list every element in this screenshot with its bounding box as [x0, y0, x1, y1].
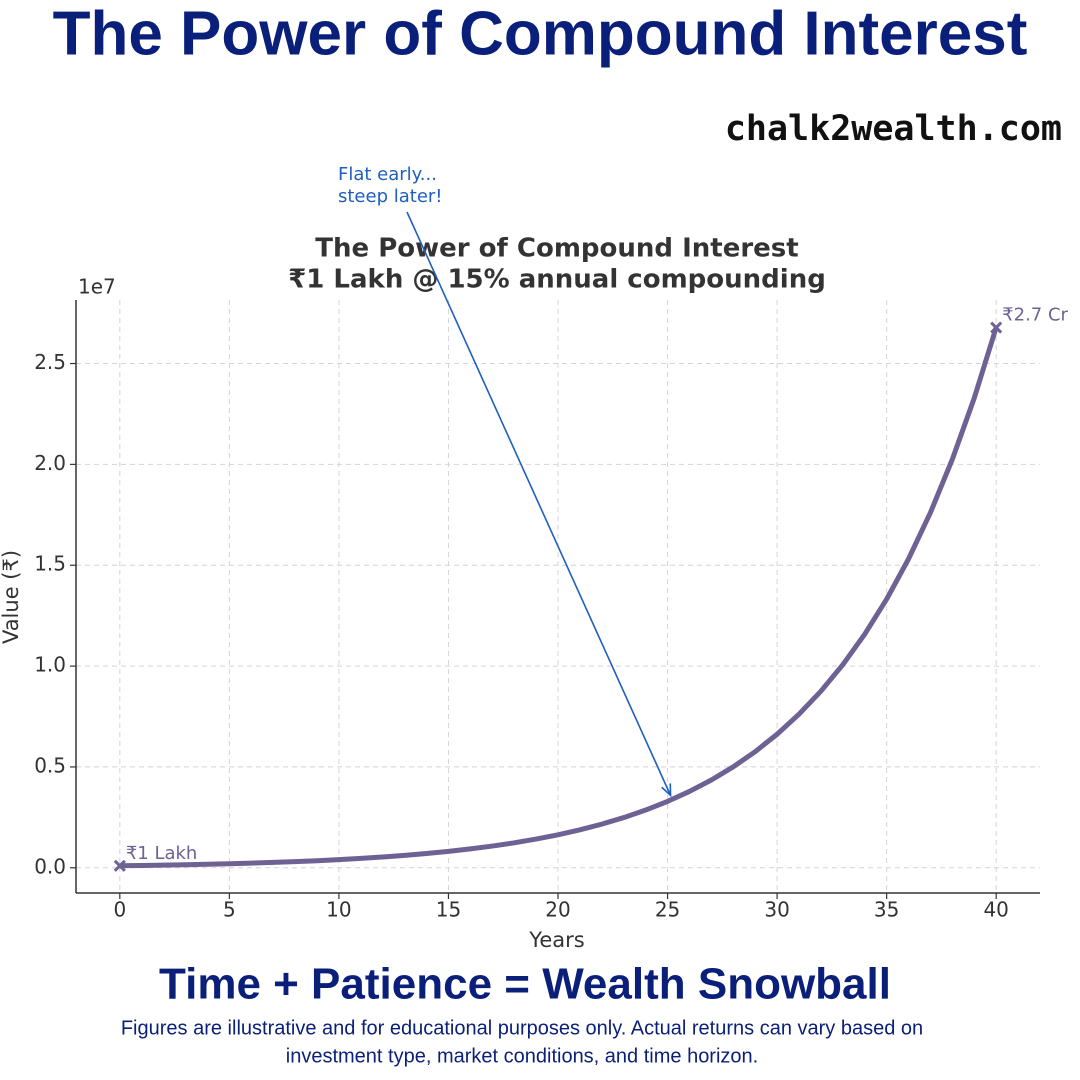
- plot-area: 0 5 10 15 20 25 30 35 40 0.0 0.5 1.0 1.5 2.0 2.5 ₹1 Lak…: [34, 164, 1068, 922]
- page-title: The Power of Compound Interest: [53, 0, 1028, 68]
- tagline: Time + Patience = Wealth Snowball: [159, 960, 891, 1009]
- point-label: ₹1 Lakh: [126, 843, 198, 864]
- y-axis-label: Value (₹): [0, 550, 23, 644]
- y-tick-label: 1.5: [34, 552, 66, 576]
- disclaimer: Figures are illustrative and for educati…: [121, 1017, 923, 1039]
- y-tick-label: 1.0: [34, 653, 66, 677]
- axis-offset: 1e7: [78, 275, 116, 299]
- y-tick-label: 0.5: [34, 753, 66, 777]
- x-tick-label: 25: [655, 898, 680, 922]
- x-tick-label: 5: [223, 898, 236, 922]
- x-tick-label: 30: [764, 898, 789, 922]
- data-line: [119, 326, 999, 869]
- annotation-text: steep later!: [338, 186, 443, 207]
- arrow-head: [661, 783, 672, 798]
- y-tick-label: 0.0: [34, 854, 66, 878]
- x-tick-label: 20: [545, 898, 570, 922]
- x-axis-label: Years: [528, 928, 584, 952]
- point-marker: [990, 321, 1003, 334]
- site-name: chalk2wealth.com: [725, 109, 1062, 149]
- x-tick-label: 40: [983, 898, 1008, 922]
- chart-subtitle: ₹1 Lakh @ 15% annual compounding: [288, 265, 826, 295]
- y-tick-label: 2.5: [34, 350, 66, 374]
- point-marker: [113, 859, 126, 872]
- x-tick-label: 15: [436, 898, 461, 922]
- x-tick-label: 0: [113, 898, 126, 922]
- annotation-text: Flat early...: [338, 164, 437, 185]
- annotation-arrow: [406, 211, 672, 796]
- x-tick-label: 10: [326, 898, 351, 922]
- chart-title: The Power of Compound Interest: [315, 234, 798, 264]
- y-tick-label: 2.0: [34, 451, 66, 475]
- x-tick-label: 35: [874, 898, 899, 922]
- point-label: ₹2.7 Cr: [1002, 305, 1068, 326]
- disclaimer: investment type, market conditions, and …: [286, 1045, 758, 1067]
